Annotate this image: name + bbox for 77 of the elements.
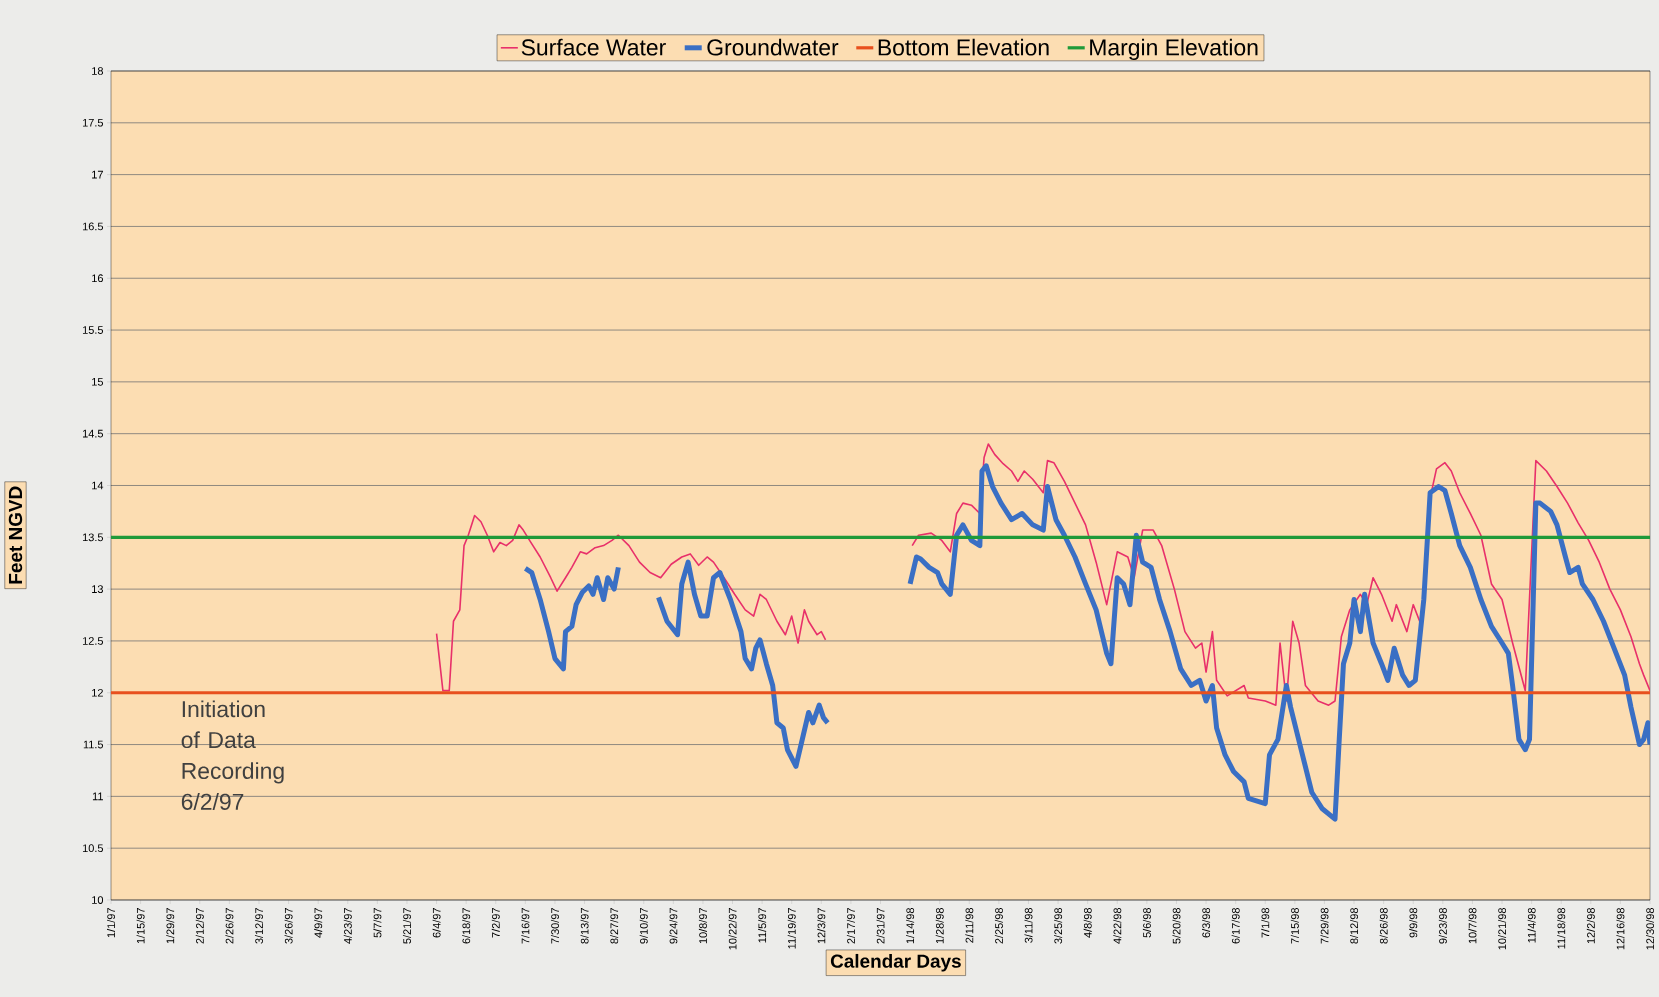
y-tick-label: 14.5 bbox=[82, 429, 104, 438]
x-tick-label: 7/2/97 bbox=[491, 908, 500, 938]
x-tick-label: 9/10/97 bbox=[639, 908, 648, 944]
y-tick-label: 15 bbox=[92, 378, 104, 386]
x-tick-label: 5/21/97 bbox=[402, 908, 411, 944]
x-tick-label: 7/1/98 bbox=[1261, 908, 1270, 938]
x-tick-label: 4/22/98 bbox=[1113, 908, 1122, 944]
x-tick-label: 2/17/97 bbox=[846, 908, 855, 944]
x-tick-label: 2/26/97 bbox=[225, 908, 234, 944]
x-tick-label: 3/11/98 bbox=[1024, 908, 1033, 943]
legend-label: Groundwater bbox=[707, 38, 839, 56]
x-tick-label: 11/5/97 bbox=[758, 908, 767, 943]
x-tick-label: 1/14/98 bbox=[906, 908, 915, 944]
y-tick-label: 10 bbox=[92, 896, 104, 904]
y-axis-title: Feet NGVD bbox=[8, 486, 23, 584]
x-tick-label: 1/29/97 bbox=[166, 908, 175, 944]
x-tick-label: 1/1/97 bbox=[106, 908, 116, 938]
x-tick-label: 8/26/98 bbox=[1379, 908, 1388, 944]
x-tick-label: 12/30/98 bbox=[1645, 908, 1655, 950]
x-tick-label: 8/12/98 bbox=[1350, 908, 1359, 944]
x-tick-label: 12/16/98 bbox=[1616, 908, 1625, 950]
x-tick-label: 3/25/98 bbox=[1054, 908, 1063, 944]
x-tick-label: 7/29/98 bbox=[1320, 908, 1329, 944]
x-tick-label: 11/19/97 bbox=[787, 908, 796, 949]
y-tick-label: 12.5 bbox=[82, 637, 104, 645]
x-tick-label: 7/16/97 bbox=[521, 908, 530, 944]
x-tick-label: 11/18/98 bbox=[1557, 908, 1566, 949]
x-tick-label: 4/23/97 bbox=[343, 908, 352, 944]
x-tick-label: 4/8/98 bbox=[1083, 908, 1092, 938]
y-tick-label: 12 bbox=[92, 688, 103, 697]
x-tick-label: 3/12/97 bbox=[254, 908, 264, 944]
x-tick-label: 8/27/97 bbox=[610, 908, 619, 944]
x-tick-label: 2/11/98 bbox=[965, 908, 974, 943]
y-tick-label: 15.5 bbox=[82, 326, 104, 334]
x-axis-title: Calendar Days bbox=[830, 953, 961, 972]
x-tick-label: 1/15/97 bbox=[136, 908, 145, 944]
x-tick-label: 9/9/98 bbox=[1409, 908, 1418, 938]
x-tick-label: 10/22/97 bbox=[728, 908, 737, 950]
x-tick-label: 12/3/97 bbox=[817, 908, 826, 944]
x-tick-label: 6/4/97 bbox=[432, 908, 441, 938]
x-tick-label: 5/6/98 bbox=[1142, 908, 1151, 938]
y-tick-label: 17.5 bbox=[82, 118, 104, 127]
x-tick-label: 10/7/98 bbox=[1468, 908, 1477, 944]
legend-label: Bottom Elevation bbox=[878, 38, 1049, 56]
x-tick-label: 11/4/98 bbox=[1527, 908, 1536, 943]
x-tick-label: 3/26/97 bbox=[284, 908, 293, 944]
legend-label: Surface Water bbox=[521, 38, 666, 56]
x-tick-label: 7/15/98 bbox=[1290, 908, 1299, 944]
x-tick-label: 2/25/98 bbox=[994, 908, 1003, 944]
x-tick-label: 5/20/98 bbox=[1172, 908, 1181, 944]
x-tick-label: 9/24/97 bbox=[669, 908, 678, 944]
x-tick-label: 10/21/98 bbox=[1498, 908, 1507, 950]
y-tick-label: 13 bbox=[92, 585, 103, 593]
y-tick-label: 11 bbox=[92, 792, 103, 801]
y-tick-label: 16.5 bbox=[82, 222, 104, 231]
y-tick-label: 10.5 bbox=[82, 844, 104, 853]
x-tick-label: 8/13/97 bbox=[580, 908, 589, 944]
y-tick-label: 17 bbox=[92, 170, 103, 179]
y-tick-label: 14 bbox=[92, 481, 104, 490]
x-tick-label: 10/8/97 bbox=[698, 908, 707, 944]
y-tick-label: 18 bbox=[92, 67, 103, 75]
x-tick-label: 9/23/98 bbox=[1438, 908, 1447, 944]
legend-label: Margin Elevation bbox=[1090, 38, 1258, 61]
x-tick-label: 6/3/98 bbox=[1202, 908, 1211, 938]
x-tick-label: 2/31/97 bbox=[876, 908, 885, 944]
y-tick-label: 11.5 bbox=[83, 740, 104, 749]
x-tick-label: 4/9/97 bbox=[314, 908, 323, 938]
y-tick-label: 13.5 bbox=[82, 533, 104, 542]
x-tick-label: 5/7/97 bbox=[373, 908, 382, 938]
x-tick-label: 6/18/97 bbox=[462, 908, 471, 944]
x-tick-label: 2/12/97 bbox=[195, 908, 204, 944]
x-tick-label: 7/30/97 bbox=[550, 908, 559, 944]
x-tick-label: 12/2/98 bbox=[1586, 908, 1595, 944]
x-tick-label: 1/28/98 bbox=[935, 908, 944, 944]
annotation: Initiation of Data Recording 6/2/97 bbox=[181, 700, 284, 810]
y-tick-label: 16 bbox=[92, 274, 103, 283]
x-tick-label: 6/17/98 bbox=[1231, 908, 1240, 944]
